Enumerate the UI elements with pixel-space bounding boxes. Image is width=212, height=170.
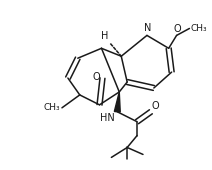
Text: HN: HN — [100, 113, 114, 123]
Text: N: N — [144, 23, 152, 33]
Text: CH₃: CH₃ — [43, 103, 60, 112]
Text: O: O — [174, 24, 181, 34]
Polygon shape — [114, 92, 120, 112]
Text: H: H — [101, 31, 108, 41]
Text: O: O — [152, 101, 159, 111]
Text: O: O — [93, 72, 100, 82]
Text: CH₃: CH₃ — [190, 24, 207, 33]
